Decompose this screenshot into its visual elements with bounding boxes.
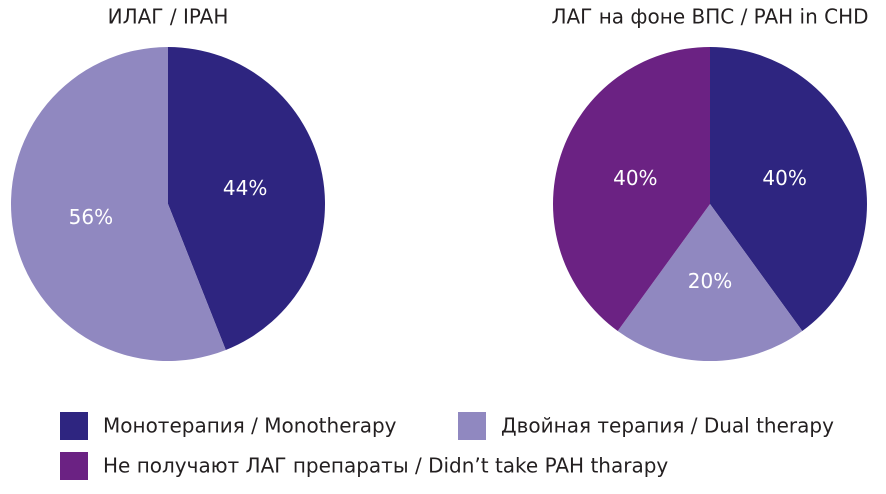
pie-slice xyxy=(168,47,325,350)
pie-slice xyxy=(710,47,867,332)
value-label: 44% xyxy=(223,176,267,200)
pie-slice xyxy=(617,204,803,362)
legend-label: Монотерапия / Monotherapy xyxy=(103,414,397,438)
chart-title: ЛАГ на фоне ВПС / PAH in CHD xyxy=(551,5,868,29)
value-label: 40% xyxy=(613,166,657,190)
legend-swatch xyxy=(60,452,88,480)
value-label: 40% xyxy=(762,166,806,190)
chart-title: ИЛАГ / IPAH xyxy=(108,5,229,29)
pie-slice xyxy=(553,47,710,332)
pie-slice xyxy=(10,47,226,362)
value-label: 56% xyxy=(69,205,113,229)
legend-swatch xyxy=(458,412,486,440)
legend-swatch xyxy=(60,412,88,440)
legend-label: Двойная терапия / Dual therapy xyxy=(501,414,834,438)
value-label: 20% xyxy=(688,269,732,293)
legend-label: Не получают ЛАГ препараты / Didn’t take … xyxy=(103,454,668,478)
